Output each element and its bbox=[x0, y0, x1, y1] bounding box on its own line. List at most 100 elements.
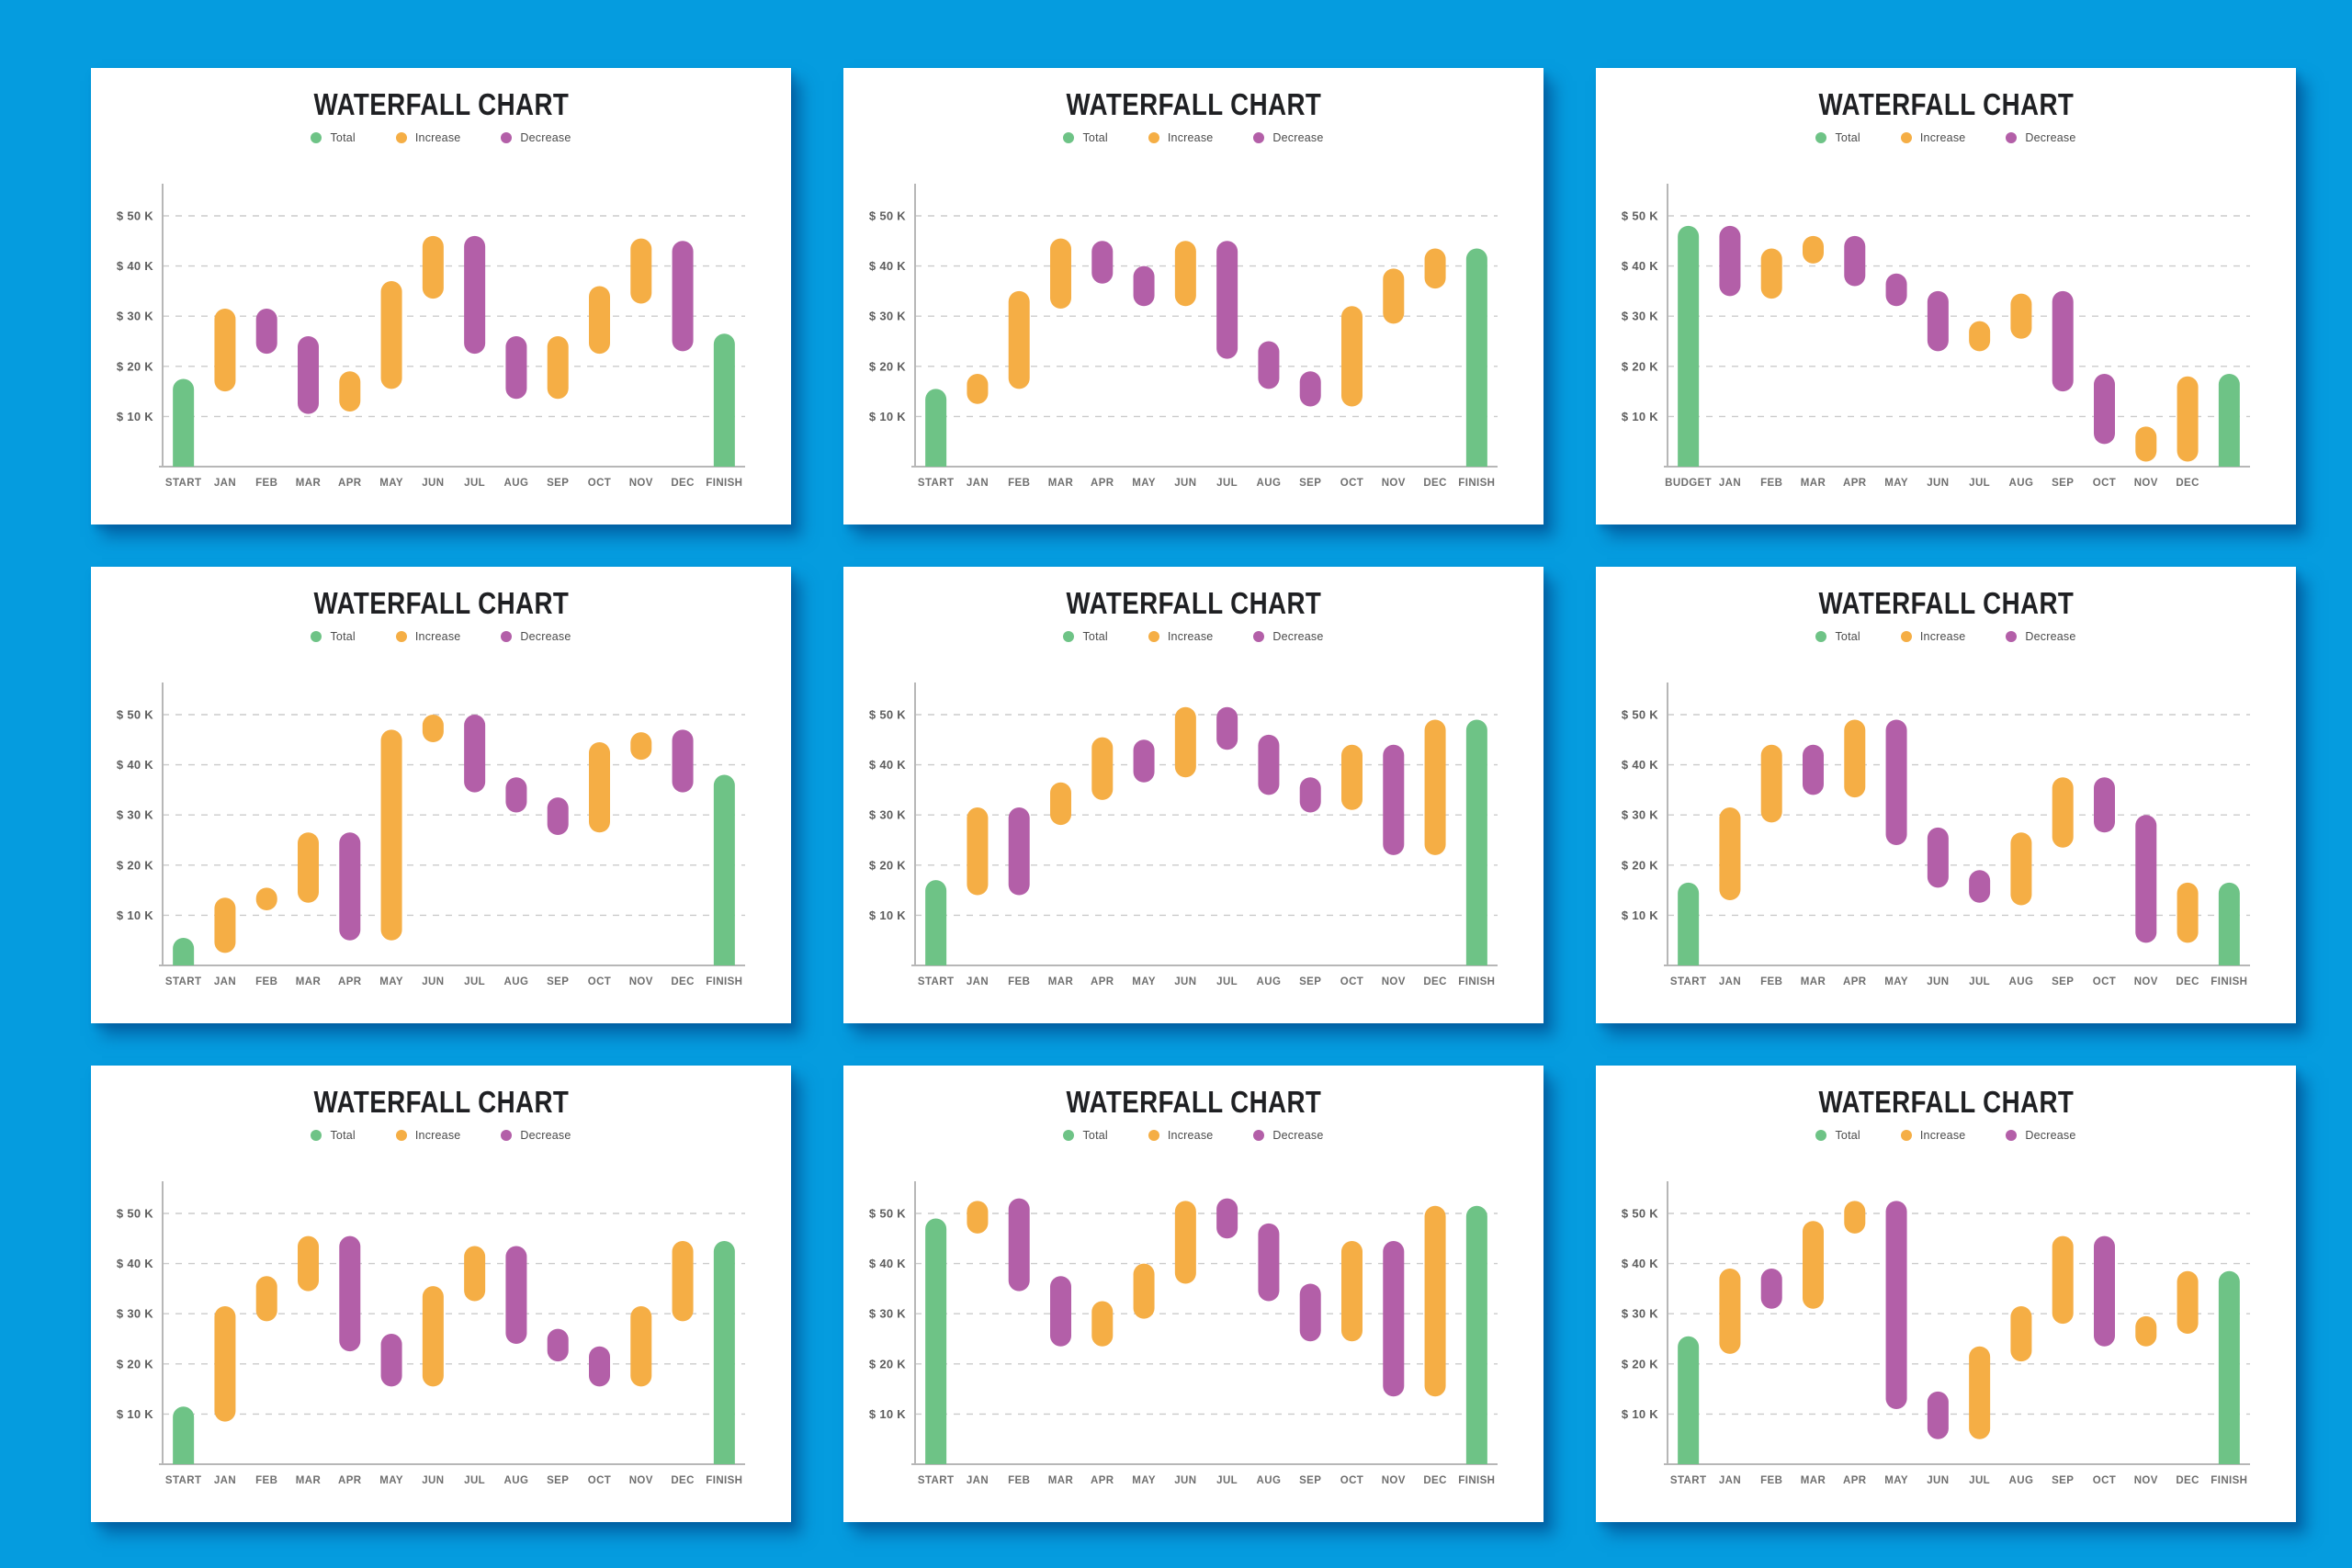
bar-apr-decrease bbox=[1091, 241, 1114, 284]
legend-item-increase: Increase bbox=[1900, 630, 1966, 643]
legend-label: Total bbox=[1082, 131, 1108, 144]
x-axis-label: JUN bbox=[422, 1475, 444, 1486]
x-axis-label: JUL bbox=[1969, 478, 1990, 489]
bar-sep-decrease bbox=[2052, 290, 2074, 392]
legend-label: Increase bbox=[1167, 131, 1214, 144]
bar-mar-decrease bbox=[1050, 1276, 1071, 1347]
x-axis-label: JUL bbox=[1969, 976, 1990, 987]
bar-may-increase bbox=[1133, 1263, 1155, 1319]
bar-may-decrease bbox=[1885, 273, 1907, 307]
waterfall-chart-plot: $ 10 K $ 20 K $ 30 K $ 40 K $ 50 K START JAN FE… bbox=[869, 184, 1498, 489]
y-axis-label: $ 40 K bbox=[1622, 1257, 1658, 1270]
x-axis-label: JUN bbox=[1927, 1475, 1949, 1486]
bar-may-decrease bbox=[1133, 265, 1155, 307]
chart-title: WATERFALL CHART bbox=[1818, 87, 2074, 121]
x-axis-label: FEB bbox=[255, 976, 277, 987]
bar-nov-decrease bbox=[1383, 1241, 1405, 1397]
x-axis-label: JAN bbox=[1719, 478, 1741, 489]
y-axis-label: $ 10 K bbox=[869, 908, 906, 922]
legend-item-decrease: Decrease bbox=[2006, 1129, 2075, 1142]
bar-mar-increase bbox=[298, 1235, 319, 1292]
bar-jan-increase bbox=[214, 309, 236, 392]
x-axis-label: START bbox=[1670, 976, 1706, 987]
x-axis-label: MAY bbox=[1884, 478, 1908, 489]
bar-dec-decrease bbox=[672, 729, 694, 793]
waterfall-chart-plot: $ 10 K $ 20 K $ 30 K $ 40 K $ 50 K START JAN FE… bbox=[117, 1181, 745, 1486]
legend-label: Total bbox=[1082, 630, 1108, 643]
bar-nov-increase bbox=[1383, 268, 1405, 324]
bar-jul-decrease bbox=[1969, 870, 1991, 903]
legend-label: Increase bbox=[414, 131, 461, 144]
x-axis-label: MAR bbox=[1801, 976, 1826, 987]
bar-oct-increase bbox=[1341, 306, 1363, 407]
bar-finish-total bbox=[2218, 1270, 2240, 1464]
bar-dec-increase bbox=[672, 1241, 694, 1322]
y-axis-label: $ 10 K bbox=[117, 410, 153, 423]
legend-dot-decrease-icon bbox=[501, 631, 513, 642]
x-axis-label: DEC bbox=[2176, 478, 2199, 489]
bar-nov-increase bbox=[630, 732, 652, 761]
legend-item-decrease: Decrease bbox=[1253, 1129, 1323, 1142]
x-axis-label: START bbox=[918, 976, 954, 987]
bar-oct-increase bbox=[1341, 744, 1363, 810]
bar-aug-decrease bbox=[1258, 734, 1280, 795]
x-axis-label: AUG bbox=[504, 478, 529, 489]
x-axis-label: APR bbox=[338, 976, 362, 987]
bar-start-total bbox=[173, 378, 195, 467]
cards-grid: WATERFALL CHART Total Increase Decrease $ 10… bbox=[91, 68, 2296, 1522]
y-axis-label: $ 10 K bbox=[117, 908, 153, 922]
x-axis-label: SEP bbox=[2052, 976, 2074, 987]
x-axis-label: MAY bbox=[379, 1475, 403, 1486]
x-axis-label: OCT bbox=[2093, 1475, 2116, 1486]
chart-title: WATERFALL CHART bbox=[1066, 87, 1321, 121]
x-axis-label: MAY bbox=[379, 478, 403, 489]
x-axis-label: START bbox=[1670, 1475, 1706, 1486]
bar-mar-increase bbox=[1803, 1221, 1824, 1309]
bar-feb-increase bbox=[1760, 744, 1782, 823]
bar-oct-decrease bbox=[2094, 1235, 2115, 1347]
x-axis-label: JUN bbox=[1927, 976, 1949, 987]
bar-jul-decrease bbox=[464, 235, 486, 355]
bar-feb-increase bbox=[1760, 248, 1782, 299]
y-axis-label: $ 30 K bbox=[117, 310, 153, 323]
legend-dot-total-icon bbox=[311, 1130, 322, 1141]
x-axis-label: MAR bbox=[1048, 1475, 1074, 1486]
waterfall-card: WATERFALL CHART Total Increase Decrease $ 10… bbox=[1596, 68, 2296, 525]
waterfall-chart-plot: $ 10 K $ 20 K $ 30 K $ 40 K $ 50 K START JAN FE… bbox=[869, 1181, 1498, 1486]
bar-sep-increase bbox=[2052, 1235, 2074, 1325]
legend-item-increase: Increase bbox=[1900, 131, 1966, 144]
x-axis-label: OCT bbox=[588, 478, 611, 489]
x-axis-label: FINISH bbox=[1458, 1475, 1495, 1486]
bar-jan-increase bbox=[1719, 807, 1741, 901]
legend: Total Increase Decrease bbox=[91, 1125, 791, 1145]
legend-item-increase: Increase bbox=[1148, 1129, 1214, 1142]
y-axis-label: $ 20 K bbox=[117, 858, 153, 872]
bar-mar-increase bbox=[1050, 782, 1071, 826]
x-axis-label: JUL bbox=[1969, 1475, 1990, 1486]
legend-item-decrease: Decrease bbox=[501, 630, 571, 643]
chart-title: WATERFALL CHART bbox=[1066, 1085, 1321, 1119]
chart-title: WATERFALL CHART bbox=[313, 87, 569, 121]
x-axis-label: FEB bbox=[1008, 976, 1030, 987]
x-axis-label: JUN bbox=[1174, 1475, 1196, 1486]
bar-jul-increase bbox=[1969, 1346, 1991, 1439]
x-axis-label: NOV bbox=[1382, 976, 1406, 987]
x-axis-label: JAN bbox=[214, 976, 236, 987]
y-axis-label: $ 10 K bbox=[117, 1407, 153, 1421]
y-axis-label: $ 10 K bbox=[869, 410, 906, 423]
x-axis-label: JAN bbox=[1719, 1475, 1741, 1486]
bar-start-total bbox=[925, 389, 947, 467]
bar-mar-decrease bbox=[1803, 744, 1824, 795]
x-axis-label: SEP bbox=[547, 478, 569, 489]
waterfall-chart-plot: $ 10 K $ 20 K $ 30 K $ 40 K $ 50 K START JAN FE… bbox=[1622, 1181, 2250, 1486]
legend-dot-increase-icon bbox=[1148, 132, 1159, 143]
x-axis-label: APR bbox=[338, 478, 362, 489]
y-axis-label: $ 40 K bbox=[869, 259, 906, 273]
bar-jul-decrease bbox=[1216, 241, 1238, 359]
bar-jun-increase bbox=[1174, 241, 1196, 307]
legend-dot-total-icon bbox=[1815, 1130, 1827, 1141]
legend-dot-total-icon bbox=[1063, 631, 1075, 642]
bar-jan-decrease bbox=[1719, 225, 1741, 297]
x-axis-label: SEP bbox=[1299, 478, 1321, 489]
x-axis-label: JAN bbox=[1719, 976, 1741, 987]
